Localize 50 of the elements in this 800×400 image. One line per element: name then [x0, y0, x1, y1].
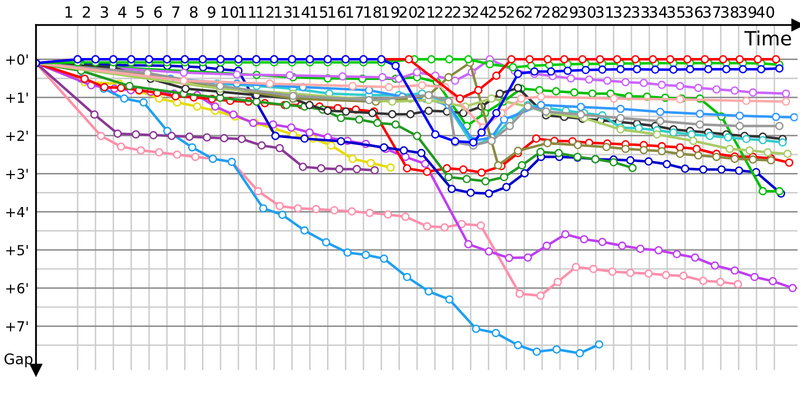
x-tick-label: 3 [100, 6, 108, 18]
x-tick-label: 22 [435, 6, 452, 18]
x-tick-label: 39 [739, 6, 756, 18]
x-tick-label: 34 [650, 6, 668, 18]
y-tick-label: +2' [6, 130, 28, 141]
x-tick-label: 11 [239, 6, 256, 18]
x-tick-label: 10 [221, 6, 238, 18]
x-tick-label: 4 [118, 6, 126, 18]
x-tick-label: 25 [488, 6, 506, 18]
x-tick-label: 23 [453, 6, 470, 18]
x-tick-label: 30 [578, 6, 596, 18]
x-tick-label: 18 [364, 6, 382, 18]
x-tick-label: 14 [292, 6, 310, 18]
x-tick-label: 13 [275, 6, 292, 18]
x-axis-title: Time [744, 30, 792, 46]
x-tick-label: 15 [310, 6, 328, 18]
x-tick-label: 2 [82, 6, 90, 18]
x-tick-label: 5 [136, 6, 144, 18]
x-tick-label: 21 [417, 6, 434, 18]
x-tick-label: 1 [66, 6, 72, 18]
x-tick-label: 35 [668, 6, 684, 18]
x-tick-label: 28 [542, 6, 560, 18]
y-tick-label: +0' [6, 54, 28, 65]
x-tick-label: 8 [190, 6, 198, 18]
x-tick-label: 9 [208, 6, 216, 18]
x-tick-label: 6 [154, 6, 162, 18]
x-tick-label: 40 [756, 6, 774, 18]
y-tick-label: +5' [6, 245, 28, 256]
x-tick-label: 38 [721, 6, 738, 18]
y-axis-title: Gap [4, 353, 32, 368]
x-tick-label: 33 [632, 6, 649, 18]
x-tick-label: 17 [346, 6, 363, 18]
y-tick-label: +6' [6, 283, 28, 294]
y-tick-label: +3' [6, 168, 28, 180]
x-tick-label: 31 [596, 6, 613, 18]
x-tick-label: 32 [614, 6, 631, 18]
y-tick-label: +7' [6, 321, 28, 332]
x-tick-label: 7 [172, 6, 180, 18]
x-tick-label: 27 [524, 6, 542, 18]
x-tick-label: 20 [400, 6, 417, 18]
x-tick-label: 16 [328, 6, 346, 18]
x-tick-label: 26 [506, 6, 524, 18]
x-tick-label: 19 [382, 6, 399, 18]
y-tick-label: +1' [6, 92, 28, 103]
x-tick-label: 36 [685, 6, 703, 18]
x-tick-label: 29 [560, 6, 578, 18]
x-tick-label: 24 [470, 6, 488, 18]
x-tick-label: 12 [257, 6, 274, 18]
y-tick-label: +4' [6, 206, 28, 218]
x-tick-label: 37 [703, 6, 720, 18]
